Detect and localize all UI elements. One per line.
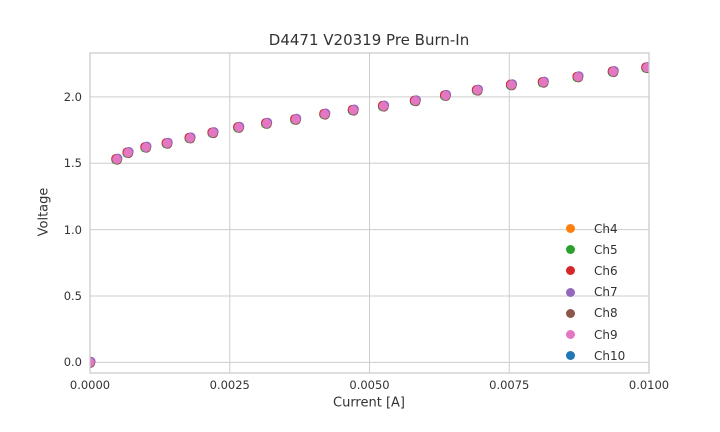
x-tick-label: 0.0100 [628,378,670,392]
scatter-points [90,62,649,368]
legend-item-ch7: Ch7 [566,282,625,303]
legend-label: Ch10 [594,348,626,363]
x-axis-label: Current [A] [333,395,405,411]
plot-border [89,52,650,374]
legend-marker-ch10 [566,351,575,361]
legend-label: Ch9 [594,327,618,342]
y-tick-label: 2.0 [63,89,82,104]
legend-item-ch9: Ch9 [566,324,625,345]
legend-item-ch6: Ch6 [566,260,625,281]
legend-marker-ch5 [566,245,575,255]
legend-marker-ch6 [566,266,575,276]
legend-marker-ch7 [566,287,575,297]
x-tick-label: 0.0075 [489,378,530,392]
x-tick-label: 0.0050 [349,378,390,392]
legend-marker-ch9 [566,330,575,340]
legend: Ch4 Ch5 Ch6 Ch7 Ch8 Ch9 Ch10 [566,218,625,366]
y-tick-label: 1.5 [63,156,82,171]
x-tick-label: 0.0000 [69,378,111,392]
x-tick-label: 0.0025 [209,378,250,392]
chart-title: D4471 V20319 Pre Burn-In [268,31,470,49]
y-tick-label: 0.0 [63,355,82,370]
series-ch9 [90,63,649,367]
legend-label: Ch5 [594,242,618,257]
y-tick-label: 0.5 [63,288,82,303]
legend-label: Ch6 [594,263,618,278]
legend-marker-ch8 [566,308,575,318]
legend-label: Ch7 [594,285,618,300]
gridlines [89,53,650,373]
legend-item-ch10: Ch10 [566,345,625,366]
legend-label: Ch8 [594,306,618,321]
legend-marker-ch4 [566,224,575,234]
legend-item-ch5: Ch5 [566,239,625,260]
legend-item-ch8: Ch8 [566,303,625,324]
legend-item-ch4: Ch4 [566,218,625,239]
legend-label: Ch4 [594,221,618,236]
y-tick-label: 1.0 [63,222,82,237]
